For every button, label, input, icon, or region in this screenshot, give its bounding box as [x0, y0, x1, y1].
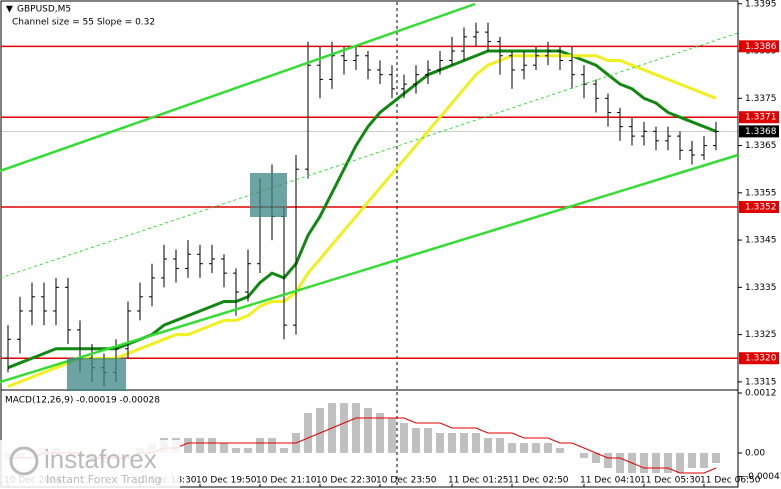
level-label: 1.3368 [745, 127, 777, 137]
macd-bar [340, 403, 348, 453]
macd-bar [472, 433, 480, 453]
macd-bar [688, 453, 696, 468]
brand: instaforex [44, 444, 157, 474]
level-label: 1.3371 [745, 113, 777, 123]
macd-bar [280, 448, 288, 453]
y-tick-label: 0.0012 [745, 389, 777, 399]
macd-bar [388, 418, 396, 453]
x-tick-label: 10 Dec 23:50 [376, 476, 437, 486]
macd-bar [256, 438, 264, 453]
macd-bar [652, 453, 660, 473]
y-tick-label: 1.3345 [745, 236, 777, 246]
macd-bar [580, 453, 588, 458]
macd-bar [412, 428, 420, 453]
watermark: instaforex Instant Forex Trading [0, 440, 180, 488]
tagline: Instant Forex Trading [46, 473, 162, 486]
x-tick-label: 10 Dec 22:30 [316, 476, 377, 486]
level-label: 1.3320 [745, 354, 777, 364]
chart-title: GBPUSD,M5 [17, 5, 71, 15]
macd-bar [352, 403, 360, 453]
x-tick-label: 10 Dec 19:50 [196, 476, 257, 486]
level-label: 1.3352 [745, 202, 777, 212]
y-tick-label: 1.3365 [745, 141, 777, 151]
macd-bar [208, 438, 216, 453]
x-tick-label: 11 Dec 01:25 [448, 476, 509, 486]
macd-bar [556, 448, 564, 453]
highlight-box [67, 358, 126, 391]
channel-middle [0, 32, 739, 279]
macd-bar [400, 423, 408, 453]
macd-title: MACD(12,26,9) -0.00019 -0.00028 [5, 396, 160, 406]
level-tag [739, 111, 779, 124]
moving-average [7, 54, 717, 388]
macd-panel [4, 403, 720, 474]
menu-arrow: ▼ [6, 5, 13, 15]
macd-bar [664, 453, 672, 473]
y-tick-label: 1.3375 [745, 94, 777, 104]
macd-bar [544, 443, 552, 453]
y-tick-label: 1.3335 [745, 283, 777, 293]
x-tick-label: 11 Dec 06:50 [700, 476, 761, 486]
moving-average [7, 49, 717, 370]
level-tag [739, 40, 779, 53]
macd-bar [616, 453, 624, 473]
channel-upper [0, 2, 476, 173]
y-tick-label: 1.3395 [745, 0, 777, 9]
y-tick-label: -0.00047 [745, 472, 781, 482]
plot-frame [0, 0, 739, 488]
macd-bar [244, 448, 252, 453]
macd-bar [364, 408, 372, 453]
y-tick-label: 1.3315 [745, 377, 777, 387]
macd-bar [196, 438, 204, 453]
x-tick-label: 11 Dec 02:50 [508, 476, 569, 486]
macd-bar [676, 453, 684, 473]
channel-lower [0, 153, 739, 384]
annotations [0, 2, 739, 391]
macd-bar [220, 443, 228, 453]
price-panel [1, 22, 738, 388]
macd-bar [448, 433, 456, 453]
logo-icon [9, 446, 39, 476]
macd-bar [520, 443, 528, 453]
level-tag [739, 200, 779, 213]
macd-bar [604, 453, 612, 468]
y-tick-label: 1.3355 [745, 188, 777, 198]
macd-bar [316, 408, 324, 453]
macd-bar [700, 453, 708, 468]
macd-bar [640, 453, 648, 473]
highlight-box [250, 173, 287, 217]
level-label: 1.3386 [745, 42, 777, 52]
macd-bar [592, 453, 600, 463]
x-tick-label: 11 Dec 04:10 [580, 476, 641, 486]
level-tag [739, 352, 779, 365]
macd-bar [268, 438, 276, 453]
macd-bar [460, 433, 468, 453]
macd-bar [184, 438, 192, 453]
chart-subtitle: Channel size = 55 Slope = 0.32 [12, 18, 155, 28]
macd-bar [712, 453, 720, 463]
level-tag [739, 125, 779, 138]
macd-bar [376, 413, 384, 453]
y-tick-label: 0.00 [745, 449, 765, 459]
macd-bar [508, 443, 516, 453]
macd-bar [484, 438, 492, 453]
macd-bar [532, 443, 540, 453]
x-tick-label: 11 Dec 05:30 [640, 476, 701, 486]
y-tick-label: 1.3325 [745, 330, 777, 340]
macd-bar [436, 433, 444, 453]
x-tick-label: 10 Dec 21:10 [256, 476, 317, 486]
macd-bar [232, 448, 240, 453]
macd-bar [304, 413, 312, 453]
macd-bar [424, 428, 432, 453]
macd-bar [496, 438, 504, 453]
